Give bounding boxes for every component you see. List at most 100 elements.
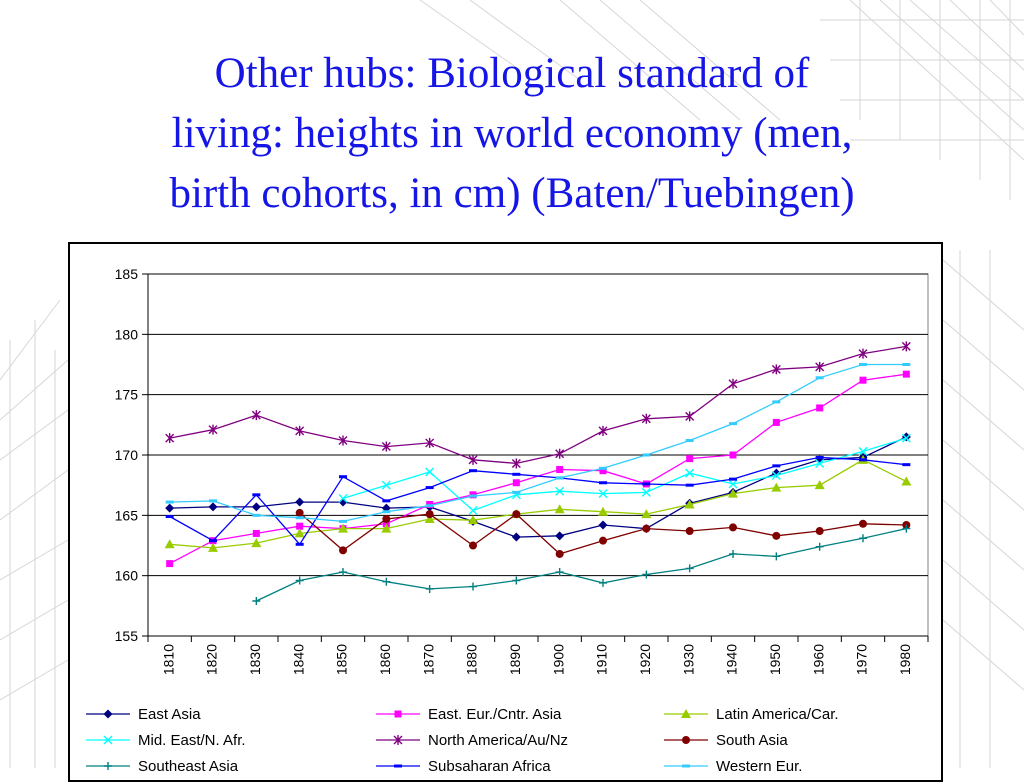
data-point <box>641 487 651 497</box>
data-point <box>512 510 521 519</box>
data-point <box>394 764 402 768</box>
data-point <box>728 479 738 489</box>
data-point <box>684 499 695 509</box>
data-point <box>771 364 781 375</box>
data-point <box>641 509 652 519</box>
data-point <box>382 514 391 523</box>
x-tick-label: 1860 <box>377 644 393 675</box>
data-point <box>468 515 478 525</box>
data-point <box>296 522 304 530</box>
data-point <box>729 549 737 558</box>
data-point <box>209 499 217 503</box>
legend-item: Subsaharan Africa <box>376 758 551 775</box>
data-point <box>165 515 174 519</box>
data-point <box>729 451 737 459</box>
data-point <box>338 523 348 533</box>
data-point <box>728 378 738 389</box>
x-tick-label: 1880 <box>464 644 480 675</box>
x-tick-label: 1970 <box>854 644 870 675</box>
x-tick-label: 1850 <box>334 644 350 675</box>
data-point <box>295 576 304 585</box>
data-point <box>381 523 392 533</box>
chart-container: 155 160 165 170 175 180 185 1810 1820 1830 1840 185… <box>68 242 943 782</box>
data-point <box>512 576 521 585</box>
data-point <box>425 467 435 477</box>
data-point <box>772 400 781 404</box>
data-point <box>469 469 477 473</box>
legend-label: East. Eur./Cntr. Asia <box>428 706 562 723</box>
series-line <box>169 363 907 523</box>
data-point <box>555 568 564 577</box>
data-point <box>425 504 434 508</box>
data-point <box>682 764 690 768</box>
data-point <box>338 493 348 503</box>
data-point <box>599 481 607 485</box>
legend-label: East Asia <box>138 706 201 723</box>
data-point <box>902 363 911 366</box>
data-point <box>208 502 218 512</box>
data-point <box>425 510 434 519</box>
data-point <box>425 486 434 490</box>
data-point <box>381 480 391 490</box>
series-2 <box>164 454 912 552</box>
data-point <box>382 510 391 514</box>
line-chart: 155 160 165 170 175 180 185 1810 1820 1830 1840 185… <box>86 266 929 775</box>
data-point <box>859 519 867 528</box>
data-point <box>555 476 564 480</box>
y-tick-label: 175 <box>115 387 139 403</box>
data-point <box>598 520 608 530</box>
legend-label: South Asia <box>716 732 788 749</box>
data-point <box>681 709 691 718</box>
data-point <box>424 513 435 523</box>
series-4 <box>165 341 911 469</box>
data-point <box>104 762 112 770</box>
x-tick-label: 1940 <box>724 644 740 675</box>
data-point <box>814 480 825 490</box>
x-tick-label: 1960 <box>810 644 826 675</box>
data-point <box>815 458 825 468</box>
data-point <box>165 500 174 504</box>
data-point <box>166 560 174 568</box>
data-point <box>251 538 262 548</box>
data-point <box>642 453 651 457</box>
data-point <box>902 524 911 533</box>
data-point <box>512 479 520 487</box>
data-point <box>555 486 565 496</box>
data-point <box>556 465 564 473</box>
data-point <box>859 534 867 543</box>
data-point <box>685 527 694 536</box>
data-point <box>512 490 521 494</box>
legend-item: Mid. East/N. Afr. <box>86 732 246 749</box>
x-tick-label: 1920 <box>637 644 653 675</box>
slide-title-line-3: birth cohorts, in cm) (Baten/Tuebingen) <box>169 170 855 217</box>
data-point <box>338 435 348 446</box>
data-point <box>208 424 218 435</box>
y-tick-label: 180 <box>115 326 139 342</box>
data-point <box>901 433 911 443</box>
x-tick-label: 1870 <box>420 644 436 675</box>
data-point <box>251 410 261 421</box>
y-tick-label: 185 <box>115 266 139 282</box>
y-tick-label: 170 <box>115 447 139 463</box>
data-point <box>599 536 607 545</box>
data-point <box>381 441 391 452</box>
data-point <box>772 418 780 426</box>
data-point <box>295 516 304 520</box>
data-point <box>469 494 477 498</box>
data-point <box>859 458 867 462</box>
data-point <box>511 458 521 469</box>
data-point <box>858 348 868 359</box>
data-point <box>901 476 912 486</box>
data-point <box>771 471 781 481</box>
data-point <box>165 503 175 513</box>
x-tick-label: 1900 <box>550 644 566 675</box>
data-point <box>469 541 477 550</box>
series-7 <box>165 455 911 546</box>
data-point <box>208 542 218 552</box>
data-point <box>468 506 478 516</box>
series-line <box>169 459 907 549</box>
x-tick-label: 1950 <box>767 644 783 675</box>
legend-label: Western Eur. <box>716 758 802 775</box>
x-tick-label: 1830 <box>247 644 263 675</box>
data-point <box>425 437 435 448</box>
